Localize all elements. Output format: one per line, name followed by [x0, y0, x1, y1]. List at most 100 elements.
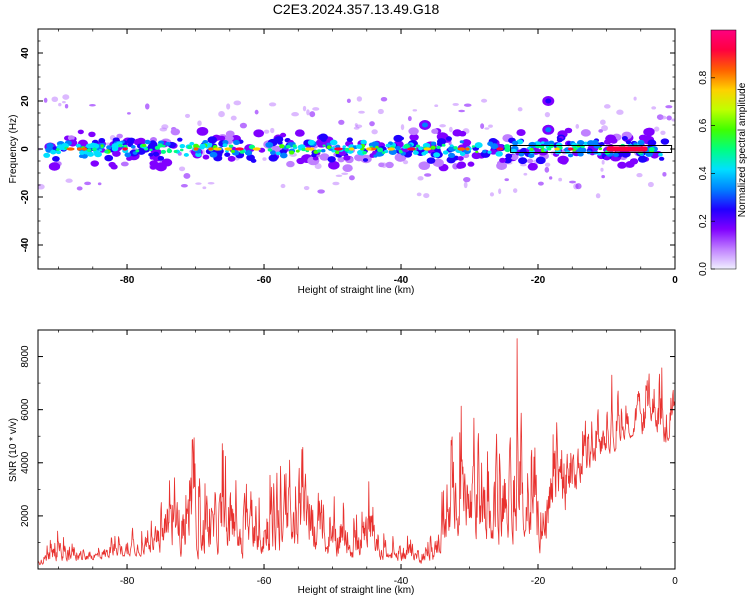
colorbar-ticks: 0.0 0.2 0.4 0.6 0.8: [698, 70, 715, 276]
spectrogram-band-cell: [512, 140, 519, 146]
spectrogram-band-cell: [233, 139, 240, 146]
spectrogram-band-cell: [301, 147, 306, 152]
spectrogram-band-cell: [218, 135, 226, 141]
spectrogram-band-cell: [196, 126, 209, 136]
spectrogram-band-cell: [609, 137, 618, 144]
spectrogram-outlier-cell: [452, 102, 459, 106]
spectrogram-outlier-cell: [65, 178, 73, 183]
spectrogram-outlier-cell: [523, 172, 528, 176]
spectrogram-outlier-cell: [601, 125, 608, 132]
spectrogram-band-cell: [528, 153, 535, 158]
spectrogram-band-cell: [81, 153, 88, 159]
spectrogram-band-cell: [117, 143, 123, 148]
spectrogram-band-cell: [199, 145, 205, 150]
spectrogram-outlier-cell: [568, 180, 577, 184]
spectrogram-outlier-cell: [207, 181, 215, 185]
spectrogram-band-cell: [100, 144, 104, 147]
spectrogram-band-cell: [189, 141, 195, 146]
spectrogram-band-cell: [328, 160, 340, 170]
spectrogram-band-cell: [250, 158, 257, 163]
snr-ytick-label: 2000: [20, 504, 31, 527]
spectrogram-outlier-cell: [58, 102, 62, 107]
spectrogram-band-cell: [617, 161, 627, 169]
spectrogram-band-cell: [471, 151, 482, 160]
spectrogram-band-cell: [222, 140, 229, 145]
spectrogram-band-cell: [312, 156, 319, 161]
spectrogram-outlier-cell: [43, 97, 48, 103]
spectrogram-band-cell: [660, 138, 670, 145]
snr-xlabel: Height of straight line (km): [298, 585, 415, 596]
spectrogram-band-cell: [356, 144, 363, 149]
spectrogram-outlier-cell: [309, 111, 316, 118]
snr-xtick-label: -60: [257, 576, 272, 587]
spectrogram-band-cell: [224, 152, 231, 157]
spectrogram-band-cell: [142, 143, 147, 148]
spectrogram-band-cell: [165, 141, 171, 146]
spectrogram-outlier-cell: [120, 161, 129, 167]
spectrogram-band-cell: [179, 144, 186, 149]
spectrogram-band-cell: [294, 129, 305, 137]
spectrogram-outlier-cell: [412, 109, 418, 112]
spectrogram-band-cell: [286, 160, 295, 168]
spectrogram-band-cell: [362, 158, 369, 162]
spectrogram-band-cell: [179, 148, 184, 152]
spectrogram-ytick-label: 0: [20, 146, 31, 152]
spectrogram-band-cell: [116, 133, 123, 139]
spectrogram-band-cell: [598, 147, 603, 151]
spectrogram-band-cell: [326, 145, 332, 150]
spectrogram-outlier-cell: [424, 173, 432, 177]
spectrogram-outlier-cell: [489, 192, 495, 197]
spectrogram-outlier-cell: [575, 124, 580, 129]
spectrogram-band-cell: [431, 128, 439, 134]
spectrogram-outlier-cell: [145, 103, 150, 110]
spectrogram-outlier-cell: [537, 181, 544, 186]
spectrogram-band-cell: [557, 155, 569, 165]
spectrogram-band-cell: [529, 147, 534, 151]
spectrogram-band-cell: [346, 137, 353, 142]
spectrogram-outlier-cell: [354, 123, 358, 127]
spectrogram-xtick-label: -60: [257, 275, 272, 286]
spectrogram-band-cell: [441, 143, 446, 147]
spectrogram-band-cell: [404, 151, 412, 158]
spectrogram-band-cell: [160, 149, 167, 154]
spectrogram-band-cell: [60, 145, 64, 148]
spectrogram-outlier-cell: [349, 175, 355, 181]
spectrogram-outlier-cell: [338, 119, 345, 125]
spectrogram-band-cell: [385, 143, 391, 148]
spectrogram-outlier-cell: [654, 126, 660, 132]
spectrogram-band-cell: [202, 154, 210, 160]
spectrogram-band-cell: [152, 151, 160, 157]
snr-ytick-label: 6000: [20, 398, 31, 421]
spectrogram-outlier-cell: [346, 98, 351, 104]
spectrogram-outlier-cell: [600, 119, 606, 125]
spectrogram-outlier-cell: [239, 122, 247, 129]
snr-xtick-label: 0: [672, 576, 678, 587]
spectrogram-xtick-label: -20: [531, 275, 546, 286]
spectrogram-band-cell: [279, 152, 288, 159]
spectrogram-band-cell: [360, 139, 367, 145]
spectrogram-band-cell: [375, 145, 379, 149]
spectrogram-band-cell: [643, 127, 655, 137]
spectrogram-panel: -80 -60 -40 -20 0 40 20 0 -20 -40 Height of strai…: [8, 28, 678, 296]
spectrogram-band-cell: [253, 129, 265, 138]
spectrogram-band-cell: [648, 146, 655, 152]
spectrogram-band-cell: [342, 145, 347, 148]
spectrogram-band-cell: [297, 144, 303, 149]
spectrogram-band-cell: [613, 152, 619, 158]
spectrogram-band-cell: [487, 150, 492, 154]
spectrogram-outlier-cell: [520, 163, 527, 167]
spectrogram-band-cell: [475, 150, 479, 154]
spectrogram-band-cell: [329, 139, 338, 146]
spectrogram-outlier-cell: [306, 109, 310, 116]
colorbar-tick-label: 0.0: [698, 262, 709, 276]
spectrogram-strong-line: [606, 146, 648, 152]
spectrogram-outlier-cell: [369, 121, 375, 127]
spectrogram-band-cell: [292, 144, 297, 148]
spectrogram-outlier-cell: [233, 100, 242, 106]
spectrogram-outlier-cell: [671, 118, 675, 122]
spectrogram-band-cell: [489, 149, 498, 155]
spectrogram-band-cell: [398, 150, 403, 154]
spectrogram-outlier-cell: [332, 181, 340, 186]
snr-xtick-label: -80: [120, 576, 135, 587]
spectrogram-band-cell: [505, 153, 513, 159]
